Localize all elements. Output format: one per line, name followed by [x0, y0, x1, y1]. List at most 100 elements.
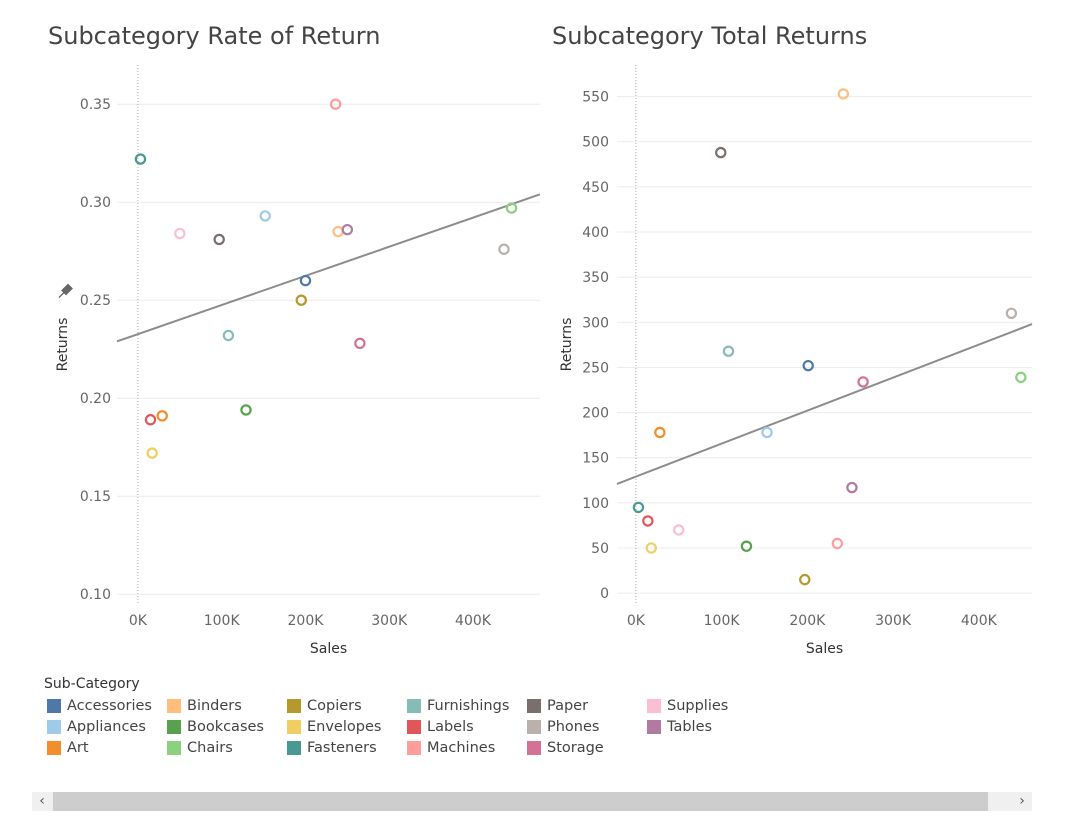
- legend-item[interactable]: Envelopes: [284, 716, 404, 737]
- legend-items: Accessories Appliances Art Binders Bookcases…: [44, 695, 764, 758]
- data-point-appliances: [259, 210, 271, 222]
- legend-swatch: [167, 719, 181, 734]
- legend-item[interactable]: Labels: [404, 716, 524, 737]
- x-tick-label: 300K: [875, 613, 912, 629]
- data-point-envelopes: [146, 447, 158, 459]
- data-point-labels: [144, 414, 157, 426]
- legend-label: Binders: [187, 697, 242, 714]
- y-tick-label: 0.35: [80, 97, 111, 113]
- data-point-phones: [1005, 307, 1018, 319]
- y-tick-label: 0.25: [80, 293, 111, 309]
- data-point-tables: [341, 223, 354, 236]
- legend-swatch: [287, 698, 301, 713]
- legend-item[interactable]: Phones: [524, 716, 644, 737]
- legend-item[interactable]: Paper: [524, 695, 644, 716]
- data-point-copiers: [799, 573, 811, 586]
- x-tick-label: 100K: [204, 613, 241, 629]
- chart-title-rate-of-return: Subcategory Rate of Return: [48, 22, 381, 50]
- data-point-machines: [329, 98, 342, 110]
- legend-swatch: [527, 740, 541, 755]
- legend-label: Fasteners: [307, 739, 377, 756]
- legend-label: Supplies: [667, 697, 729, 714]
- legend-title: Sub-Category: [44, 676, 140, 692]
- legend-item[interactable]: Bookcases: [164, 716, 284, 737]
- legend-label: Tables: [667, 718, 713, 735]
- data-point-envelopes: [645, 542, 657, 554]
- legend-item[interactable]: Fasteners: [284, 737, 404, 758]
- y-tick-label: 50: [591, 541, 609, 557]
- legend-item[interactable]: Chairs: [164, 737, 284, 758]
- data-point-bookcases: [240, 404, 252, 416]
- legend-label: Appliances: [67, 718, 146, 735]
- scroll-left-icon[interactable]: ‹: [39, 793, 45, 809]
- y-axis-label: Returns: [559, 318, 575, 372]
- legend-swatch: [407, 740, 421, 755]
- scroll-right-icon[interactable]: ›: [1019, 793, 1025, 809]
- data-point-storage: [354, 337, 366, 350]
- legend-item[interactable]: Machines: [404, 737, 524, 758]
- legend-item[interactable]: Accessories: [44, 695, 164, 716]
- legend-swatch: [287, 719, 301, 734]
- legend-swatch: [47, 740, 61, 755]
- x-tick-label: 400K: [455, 613, 492, 629]
- x-tick-label: 400K: [961, 613, 998, 629]
- legend-item[interactable]: Furnishings: [404, 695, 524, 716]
- y-tick-label: 350: [582, 270, 609, 286]
- y-tick-label: 0: [600, 586, 609, 602]
- scroll-thumb[interactable]: [53, 792, 988, 811]
- legend-swatch: [167, 698, 181, 713]
- y-tick-label: 450: [582, 180, 609, 196]
- data-point-copiers: [295, 294, 307, 306]
- legend-swatch: [287, 740, 301, 755]
- y-tick-label: 200: [582, 406, 609, 422]
- data-point-accessories: [802, 359, 814, 372]
- y-tick-label: 250: [582, 360, 609, 376]
- x-tick-label: 100K: [704, 613, 741, 629]
- legend-item[interactable]: Appliances: [44, 716, 164, 737]
- legend-item[interactable]: Copiers: [284, 695, 404, 716]
- x-tick-label: 200K: [789, 613, 826, 629]
- x-tick-label: 0K: [627, 613, 646, 629]
- data-point-chairs: [505, 202, 518, 214]
- legend-item[interactable]: Art: [44, 737, 164, 758]
- data-point-binders: [332, 225, 344, 238]
- legend-item[interactable]: Supplies: [644, 695, 764, 716]
- data-point-accessories: [299, 274, 312, 287]
- legend-item[interactable]: Binders: [164, 695, 284, 716]
- y-tick-label: 300: [582, 315, 609, 331]
- data-point-appliances: [761, 426, 773, 439]
- data-point-paper: [213, 233, 225, 246]
- chart-title-total-returns: Subcategory Total Returns: [552, 22, 868, 50]
- legend-swatch: [527, 698, 541, 713]
- data-point-paper: [715, 146, 727, 159]
- legend-label: Labels: [427, 718, 474, 735]
- data-point-supplies: [673, 524, 685, 536]
- data-point-chairs: [1015, 371, 1027, 384]
- legend-swatch: [47, 698, 61, 713]
- legend-swatch: [527, 719, 541, 734]
- legend-swatch: [407, 698, 421, 713]
- legend-label: Furnishings: [427, 697, 510, 714]
- data-point-fasteners: [134, 153, 147, 165]
- y-tick-label: 0.20: [80, 391, 111, 407]
- y-axis-label: Returns: [55, 318, 71, 372]
- data-point-phones: [498, 243, 510, 255]
- legend-swatch: [47, 719, 61, 734]
- pin-icon: [58, 283, 73, 298]
- data-point-supplies: [174, 227, 186, 240]
- y-tick-label: 0.15: [80, 489, 111, 505]
- legend-label: Paper: [547, 697, 589, 714]
- legend: Sub-Category Accessories Appliances Art Bin…: [44, 676, 764, 758]
- data-point-furnishings: [722, 345, 735, 357]
- legend-label: Envelopes: [307, 718, 382, 735]
- legend-swatch: [167, 740, 181, 755]
- legend-item[interactable]: Storage: [524, 737, 644, 758]
- legend-swatch: [407, 719, 421, 734]
- horizontal-scrollbar[interactable]: ‹ ›: [32, 792, 1032, 811]
- legend-swatch: [647, 698, 661, 713]
- legend-item[interactable]: Tables: [644, 716, 764, 737]
- y-tick-label: 0.30: [80, 195, 111, 211]
- x-axis-label: Sales: [310, 641, 347, 657]
- x-axis-label: Sales: [806, 641, 843, 657]
